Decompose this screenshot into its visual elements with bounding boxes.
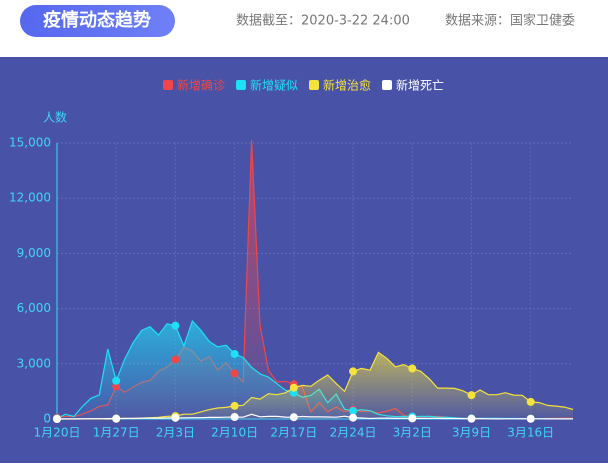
point-marker — [171, 355, 180, 364]
y-tick-label: 15,000 — [9, 136, 51, 150]
x-tick-label: 2月17日 — [270, 426, 317, 440]
point-marker — [171, 321, 180, 330]
point-marker — [112, 382, 121, 391]
x-tick-label: 1月20日 — [34, 426, 81, 440]
point-marker — [171, 413, 180, 422]
point-marker — [289, 383, 298, 392]
x-tick-label: 2月24日 — [330, 426, 377, 440]
y-tick-label: 12,000 — [9, 191, 51, 205]
point-marker — [408, 364, 417, 373]
point-marker — [467, 414, 476, 423]
point-marker — [112, 376, 121, 385]
updated-time: 数据截至：2020-3-22 24:00 — [236, 14, 410, 29]
point-marker — [112, 414, 121, 423]
legend-label: 新增确诊 — [177, 78, 225, 93]
data-source: 数据来源：国家卫健委 — [445, 13, 575, 29]
series-area — [57, 321, 573, 419]
y-tick-label: 0 — [43, 412, 51, 426]
point-marker — [230, 401, 239, 410]
legend-swatch — [382, 80, 392, 90]
point-marker — [526, 414, 535, 423]
x-tick-label: 2月10日 — [211, 426, 258, 440]
point-marker — [349, 406, 358, 415]
legend-label: 新增死亡 — [396, 78, 444, 93]
legend-label: 新增治愈 — [323, 78, 371, 93]
point-marker — [349, 413, 358, 422]
x-tick-label: 1月27日 — [93, 426, 140, 440]
legend-swatch — [236, 80, 246, 90]
point-marker — [467, 391, 476, 400]
point-marker — [289, 413, 298, 422]
point-marker — [526, 397, 535, 406]
y-axis-label: 人数 — [43, 110, 67, 125]
series-line — [56, 413, 573, 420]
y-tick-label: 3,000 — [17, 356, 51, 370]
x-tick-label: 2月3日 — [156, 426, 195, 440]
point-marker — [349, 367, 358, 376]
legend-swatch — [163, 80, 173, 90]
point-marker — [230, 369, 239, 378]
page-title: 疫情动态趋势 — [43, 9, 151, 31]
point-marker — [408, 414, 417, 423]
x-tick-label: 3月2日 — [393, 426, 432, 440]
point-marker — [53, 415, 61, 423]
series-area — [57, 352, 573, 419]
legend-label: 新增疑似 — [250, 78, 298, 93]
x-tick-label: 3月9日 — [452, 426, 491, 440]
point-marker — [230, 349, 239, 358]
y-tick-label: 6,000 — [17, 301, 51, 315]
title-pill — [20, 5, 175, 37]
y-tick-label: 9,000 — [17, 246, 51, 260]
x-tick-label: 3月16日 — [507, 426, 554, 440]
legend-swatch — [309, 80, 319, 90]
point-marker — [230, 413, 239, 422]
